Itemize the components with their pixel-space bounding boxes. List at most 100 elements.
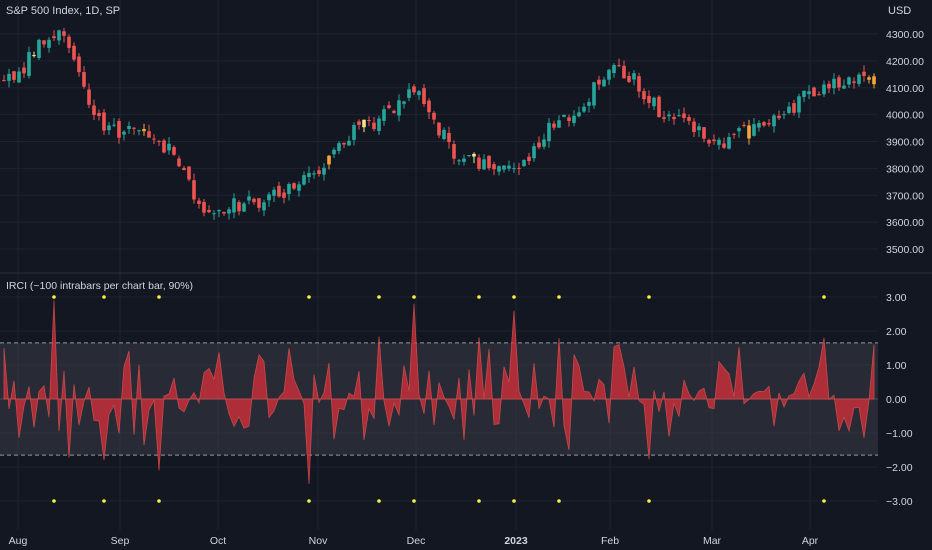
candle-body-74 [372,122,376,130]
candle-body-119 [597,79,601,85]
candle-body-118 [592,82,596,106]
signal-dot-top-129 [647,295,651,299]
candle-body-67 [337,143,341,151]
candle-body-32 [162,140,166,153]
candle-body-122 [612,64,616,74]
candle-body-147 [737,128,741,132]
candle-body-171 [857,74,861,84]
candle-body-75 [377,118,381,131]
candle-body-76 [382,109,386,121]
candle-body-134 [672,116,676,120]
candle-body-91 [457,160,461,162]
candle-body-93 [467,155,471,157]
signal-dot-top-75 [377,295,381,299]
candle-body-8 [42,40,46,45]
candle-body-100 [502,165,506,170]
indicator-axis[interactable]: 3.00 2.00 1.00 0.00 −1.00 −2.00 −3.00 [886,292,913,508]
price-candles [2,27,876,220]
candle-body-41 [207,209,211,213]
indicator-tick-label-3: 0.00 [886,394,907,406]
candle-body-172 [862,71,866,76]
price-axis[interactable]: 4300.00 4200.00 4100.00 4000.00 3900.00 3800.… [886,29,924,256]
candle-body-125 [627,76,631,82]
candle-body-161 [807,91,811,95]
candle-body-34 [172,147,176,155]
candle-body-133 [667,114,671,117]
candle-body-142 [712,139,716,142]
candle-body-1 [7,73,11,81]
time-tick-label-3: Nov [309,535,328,547]
indicator-dots [52,295,826,503]
candle-body-99 [497,166,501,172]
candle-body-9 [47,39,51,48]
candle-body-45 [227,209,231,214]
candle-body-18 [92,105,96,115]
candle-body-129 [647,95,651,103]
candle-body-33 [167,143,171,151]
candle-body-138 [692,121,696,133]
currency-label: USD [888,5,912,17]
signal-dot-bottom-20 [102,499,106,503]
candle-body-21 [107,125,111,131]
candle-body-151 [757,122,761,128]
signal-dot-bottom-111 [557,499,561,503]
candle-body-90 [452,144,456,159]
signal-dot-top-102 [512,295,516,299]
candle-body-24 [122,131,126,135]
candle-body-115 [577,112,581,117]
candle-body-68 [342,142,346,145]
indicator-tick-label-1: 2.00 [886,326,907,338]
candle-body-89 [447,132,451,143]
indicator-tick-label-6: −3.00 [886,496,913,508]
candle-body-40 [202,201,206,213]
time-tick-label-8: Apr [802,535,819,547]
candle-body-11 [57,30,61,41]
candle-body-97 [487,155,491,169]
candle-body-14 [72,45,76,60]
candle-body-23 [117,121,121,138]
price-tick-label-8: 3500.00 [886,244,924,256]
time-tick-label-7: Mar [703,535,722,547]
candle-body-159 [797,96,801,113]
time-axis[interactable]: Aug Sep Oct Nov Dec 2023 Feb Mar Apr [9,535,819,547]
candle-body-12 [62,31,66,36]
candle-body-165 [827,83,831,89]
candle-body-51 [257,198,261,208]
candle-body-112 [562,114,566,117]
candle-body-17 [87,89,91,105]
candle-body-132 [662,117,666,119]
candle-body-158 [792,103,796,113]
signal-dot-top-82 [412,295,416,299]
candle-body-46 [232,198,236,213]
price-tick-label-7: 3600.00 [886,217,924,229]
candle-body-166 [832,78,836,89]
candle-body-6 [32,55,36,57]
signal-dot-top-61 [307,295,311,299]
symbol-title: S&P 500 Index, 1D, SP [6,5,121,17]
signal-dot-bottom-61 [307,499,311,503]
candle-body-78 [392,110,396,113]
signal-dot-bottom-129 [647,499,651,503]
candle-body-52 [262,202,266,211]
candle-body-29 [147,131,151,138]
candle-body-53 [267,194,271,201]
candle-body-28 [142,128,146,132]
time-tick-label-6: Feb [601,535,619,547]
candle-body-82 [412,86,416,93]
candle-body-145 [727,137,731,149]
candle-body-170 [852,81,856,83]
indicator-tick-label-5: −2.00 [886,462,913,474]
candle-body-103 [517,167,521,169]
indicator-title: IRCI (~100 intrabars per chart bar, 90%) [6,280,194,292]
candle-body-71 [357,121,361,125]
candle-body-26 [132,127,136,129]
candle-body-65 [327,155,331,165]
candle-body-131 [657,96,661,118]
candle-body-150 [752,124,756,136]
candle-body-85 [427,100,431,113]
signal-dot-bottom-102 [512,499,516,503]
candle-body-56 [282,192,286,198]
candle-body-49 [247,196,251,201]
candle-body-139 [697,126,701,131]
candle-body-84 [422,88,426,104]
